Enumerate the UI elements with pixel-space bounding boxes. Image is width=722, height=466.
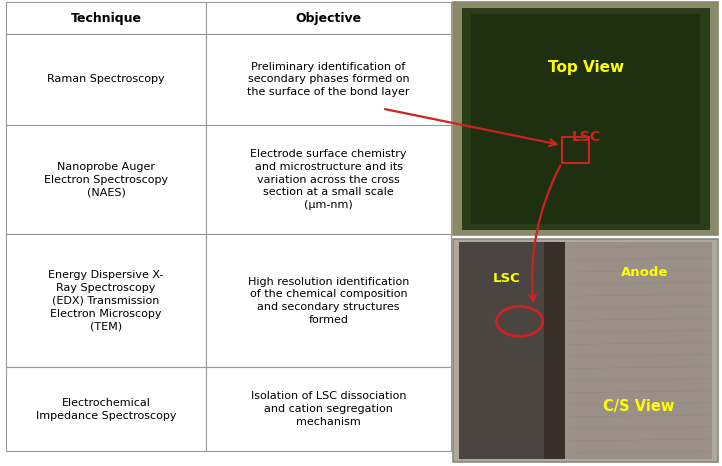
Text: Technique: Technique [71, 12, 142, 25]
Bar [206, 2, 451, 34]
Bar [544, 242, 565, 459]
Bar [6, 234, 206, 367]
Text: C/S View: C/S View [603, 399, 674, 414]
Bar [206, 234, 451, 367]
Bar [6, 2, 206, 34]
Bar [6, 125, 206, 234]
Bar [206, 367, 451, 451]
Text: Electrochemical
Impedance Spectroscopy: Electrochemical Impedance Spectroscopy [36, 398, 176, 420]
Bar [562, 137, 589, 163]
Bar [206, 34, 451, 125]
Text: Anode: Anode [620, 266, 668, 279]
Text: Preliminary identification of
secondary phases formed on
the surface of the bond: Preliminary identification of secondary … [247, 62, 410, 97]
Bar [453, 239, 718, 462]
Text: Top View: Top View [548, 60, 624, 75]
Bar [206, 125, 451, 234]
Text: LSC: LSC [492, 272, 521, 285]
Bar [462, 8, 710, 230]
Bar [6, 34, 206, 125]
Text: Electrode surface chemistry
and microstructure and its
variation across the cros: Electrode surface chemistry and microstr… [251, 149, 406, 210]
Bar [6, 367, 206, 451]
Text: Raman Spectroscopy: Raman Spectroscopy [48, 75, 165, 84]
Text: Energy Dispersive X-
Ray Spectroscopy
(EDX) Transmission
Electron Microscopy
(TE: Energy Dispersive X- Ray Spectroscopy (E… [48, 270, 164, 331]
Text: Nanoprobe Auger
Electron Spectroscopy
(NAES): Nanoprobe Auger Electron Spectroscopy (N… [44, 162, 168, 198]
Text: LSC: LSC [571, 130, 601, 144]
Bar [453, 2, 718, 235]
Bar [471, 14, 700, 224]
Text: Isolation of LSC dissociation
and cation segregation
mechanism: Isolation of LSC dissociation and cation… [251, 391, 406, 427]
Bar [565, 242, 712, 459]
Text: Objective: Objective [295, 12, 362, 25]
Bar [459, 242, 544, 459]
Text: High resolution identification
of the chemical composition
and secondary structu: High resolution identification of the ch… [248, 277, 409, 325]
